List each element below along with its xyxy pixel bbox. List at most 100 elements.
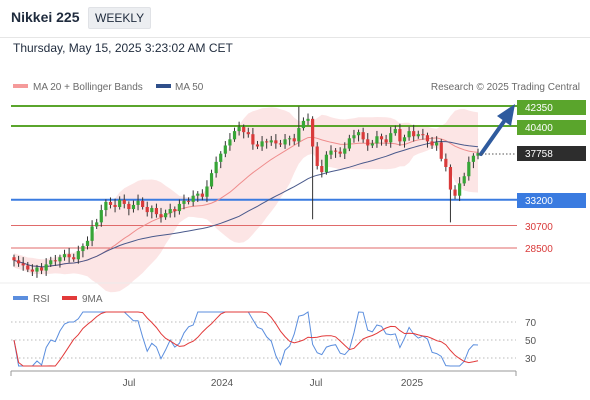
svg-text:37758: 37758 xyxy=(525,149,553,160)
candle xyxy=(297,106,301,147)
candle xyxy=(384,134,388,146)
candle xyxy=(154,203,159,218)
candle xyxy=(444,153,448,172)
candle xyxy=(90,220,94,247)
candle xyxy=(439,138,443,162)
candle xyxy=(16,255,21,267)
candle xyxy=(324,151,328,175)
candle xyxy=(35,264,39,278)
moving-average-layer xyxy=(13,136,479,268)
candle xyxy=(379,133,384,146)
candle xyxy=(39,263,44,275)
candle xyxy=(49,256,53,267)
projection-arrow xyxy=(479,104,515,156)
candle xyxy=(136,194,140,211)
candle xyxy=(62,249,67,261)
candle xyxy=(95,218,99,230)
candle xyxy=(209,169,214,190)
candle xyxy=(246,127,250,138)
candle xyxy=(182,194,186,210)
candle xyxy=(251,127,255,150)
candle xyxy=(356,129,361,142)
candle xyxy=(260,136,264,151)
candle xyxy=(186,197,191,205)
level-lines xyxy=(11,105,517,249)
candle xyxy=(228,133,232,151)
candle xyxy=(402,134,407,148)
candle xyxy=(393,125,397,136)
rsi-ma-line xyxy=(13,311,479,367)
candle xyxy=(370,139,374,149)
candle xyxy=(44,258,48,276)
candle xyxy=(430,136,434,149)
timestamp: Thursday, May 15, 2025 3:23:02 AM CET xyxy=(13,41,233,55)
candle xyxy=(127,201,131,216)
candles-layer xyxy=(12,106,480,278)
candle xyxy=(67,247,71,263)
candle xyxy=(159,207,163,223)
candle xyxy=(81,243,85,258)
candle xyxy=(407,126,411,141)
svg-text:40400: 40400 xyxy=(525,123,553,134)
candle xyxy=(53,254,57,266)
candle xyxy=(278,139,283,148)
candle xyxy=(99,204,103,227)
candle xyxy=(168,203,172,218)
svg-text:42350: 42350 xyxy=(525,103,553,114)
ma20-legend-swatch xyxy=(13,84,28,88)
rsi-ma-legend-swatch xyxy=(62,296,77,300)
candle xyxy=(398,123,402,146)
candle xyxy=(205,180,209,203)
x-tick-2024: 2024 xyxy=(211,378,234,389)
candle xyxy=(58,254,62,268)
candle xyxy=(12,254,16,267)
candle xyxy=(255,140,260,150)
candle xyxy=(191,190,195,207)
svg-text:33200: 33200 xyxy=(525,196,553,207)
candle xyxy=(21,257,25,271)
level-tag-42350[interactable]: 42350 xyxy=(517,100,586,115)
candle xyxy=(104,199,108,217)
period-badge[interactable]: WEEKLY xyxy=(88,7,152,29)
candle xyxy=(113,198,117,213)
instrument-title: Nikkei 225 xyxy=(11,9,80,25)
rsi-legend-label: RSI xyxy=(33,294,50,305)
rsi-legend-swatch xyxy=(13,296,28,300)
x-tick-2025: 2025 xyxy=(401,378,424,389)
candle xyxy=(352,129,356,143)
candle xyxy=(196,191,200,202)
ma50-legend-label: MA 50 xyxy=(175,82,204,93)
candle xyxy=(301,117,306,131)
candle xyxy=(30,264,34,276)
source-label: Research © 2025 Trading Central xyxy=(431,82,580,93)
candle xyxy=(306,113,310,126)
current-price-tag[interactable]: 37758 xyxy=(517,146,586,161)
candle xyxy=(164,209,168,220)
level-tag-40400[interactable]: 40400 xyxy=(517,120,586,135)
candle xyxy=(462,172,466,186)
candle xyxy=(108,197,113,209)
candle xyxy=(85,236,90,250)
candle xyxy=(292,133,296,145)
x-tick-jul-2024: Jul xyxy=(310,378,323,389)
candle xyxy=(320,159,324,178)
candle xyxy=(343,142,347,160)
candle xyxy=(141,197,145,210)
rsi-layer xyxy=(13,311,479,367)
candle xyxy=(416,130,420,139)
candle xyxy=(283,133,287,149)
candle xyxy=(122,194,126,209)
rsi-ma-legend-label: 9MA xyxy=(82,294,103,305)
candle xyxy=(448,164,453,223)
x-tick-jul-2023: Jul xyxy=(123,378,136,389)
candle xyxy=(274,134,278,149)
candle xyxy=(361,127,365,143)
candle xyxy=(145,201,149,217)
ma50-legend-swatch xyxy=(156,84,171,88)
candle xyxy=(425,132,430,148)
candle xyxy=(72,253,76,262)
level-tag-33200[interactable]: 33200 xyxy=(517,193,586,208)
candle xyxy=(269,135,273,146)
candle xyxy=(265,138,269,149)
